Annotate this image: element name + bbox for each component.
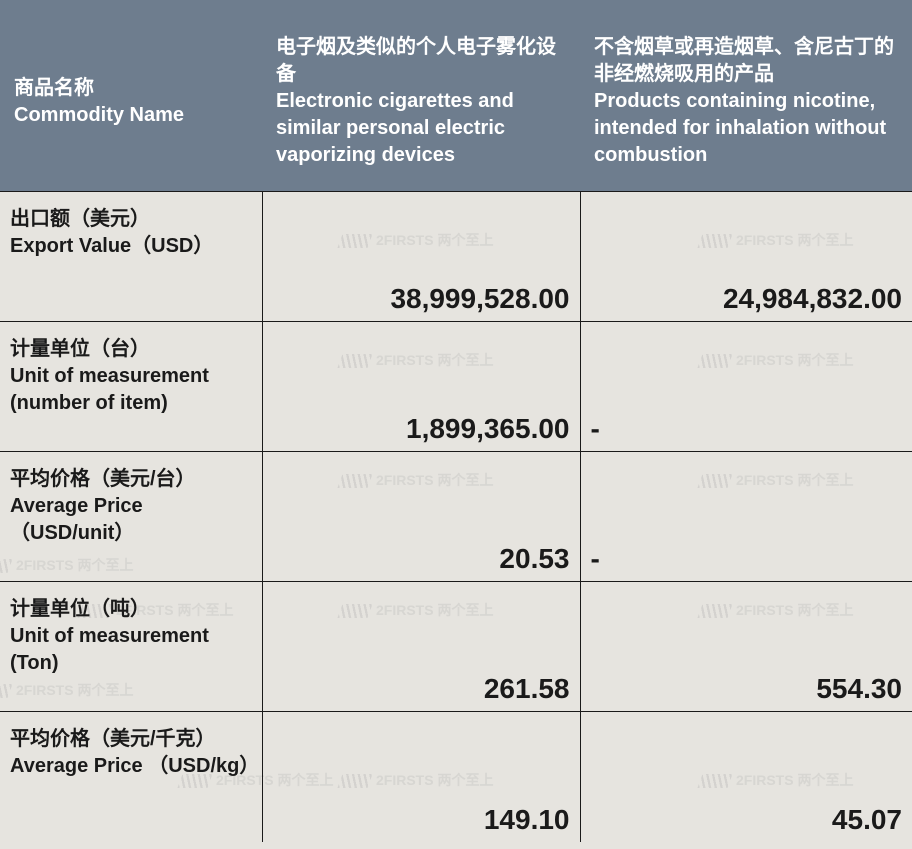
header-commodity-name: 商品名称 Commodity Name (0, 0, 262, 192)
header-col3-en: Products containing nicotine, intended f… (594, 88, 898, 169)
cell-value: 45.07 (832, 804, 902, 836)
cell-value: 261.58 (484, 673, 570, 705)
table-row: 平均价格（美元/千克） Average Price （USD/kg） 149.10… (0, 712, 912, 842)
table-row: 平均价格（美元/台） Average Price （USD/unit） 20.53… (0, 452, 912, 582)
cell-value: 1,899,365.00 (406, 413, 570, 445)
row-label: 平均价格（美元/千克） Average Price （USD/kg） (10, 726, 252, 780)
row-label: 平均价格（美元/台） Average Price （USD/unit） (10, 466, 252, 547)
row-label-cell: 计量单位（台） Unit of measurement (number of i… (0, 322, 262, 452)
cell-value: 149.10 (484, 804, 570, 836)
commodity-table: 商品名称 Commodity Name 电子烟及类似的个人电子雾化设备 Elec… (0, 0, 912, 842)
cell-value: 24,984,832.00 (723, 283, 902, 315)
cell-value: - (591, 543, 600, 575)
header-col2-en: Electronic cigarettes and similar person… (276, 88, 566, 169)
row-label-cell: 平均价格（美元/千克） Average Price （USD/kg） (0, 712, 262, 842)
row-label: 计量单位（台） Unit of measurement (number of i… (10, 336, 252, 417)
value-cell-col3: 554.30 (580, 582, 912, 712)
table-row: 出口额（美元） Export Value（USD） 38,999,528.00 24… (0, 192, 912, 322)
value-cell-col2: 20.53 (262, 452, 580, 582)
table-header-row: 商品名称 Commodity Name 电子烟及类似的个人电子雾化设备 Elec… (0, 0, 912, 192)
row-label-cell: 计量单位（吨） Unit of measurement (Ton) (0, 582, 262, 712)
header-ecig: 电子烟及类似的个人电子雾化设备 Electronic cigarettes an… (262, 0, 580, 192)
value-cell-col2: 1,899,365.00 (262, 322, 580, 452)
table-row: 计量单位（台） Unit of measurement (number of i… (0, 322, 912, 452)
value-cell-col3: 45.07 (580, 712, 912, 842)
value-cell-col3: 24,984,832.00 (580, 192, 912, 322)
cell-value: 20.53 (499, 543, 569, 575)
cell-value: 554.30 (816, 673, 902, 705)
cell-value: - (591, 413, 600, 445)
table-body: 出口额（美元） Export Value（USD） 38,999,528.00 24… (0, 192, 912, 842)
value-cell-col3: - (580, 322, 912, 452)
row-label-cell: 出口额（美元） Export Value（USD） (0, 192, 262, 322)
row-label: 出口额（美元） Export Value（USD） (10, 206, 252, 260)
header-col2-zh: 电子烟及类似的个人电子雾化设备 (276, 34, 566, 88)
cell-value: 38,999,528.00 (390, 283, 569, 315)
value-cell-col2: 149.10 (262, 712, 580, 842)
value-cell-col2: 38,999,528.00 (262, 192, 580, 322)
value-cell-col2: 261.58 (262, 582, 580, 712)
header-col1-en: Commodity Name (14, 102, 248, 129)
row-label-cell: 平均价格（美元/台） Average Price （USD/unit） (0, 452, 262, 582)
header-col3-zh: 不含烟草或再造烟草、含尼古丁的非经燃烧吸用的产品 (594, 34, 898, 88)
header-col1-zh: 商品名称 (14, 75, 248, 102)
header-nicotine: 不含烟草或再造烟草、含尼古丁的非经燃烧吸用的产品 Products contai… (580, 0, 912, 192)
table-row: 计量单位（吨） Unit of measurement (Ton) 261.58 5… (0, 582, 912, 712)
row-label: 计量单位（吨） Unit of measurement (Ton) (10, 596, 252, 677)
value-cell-col3: - (580, 452, 912, 582)
